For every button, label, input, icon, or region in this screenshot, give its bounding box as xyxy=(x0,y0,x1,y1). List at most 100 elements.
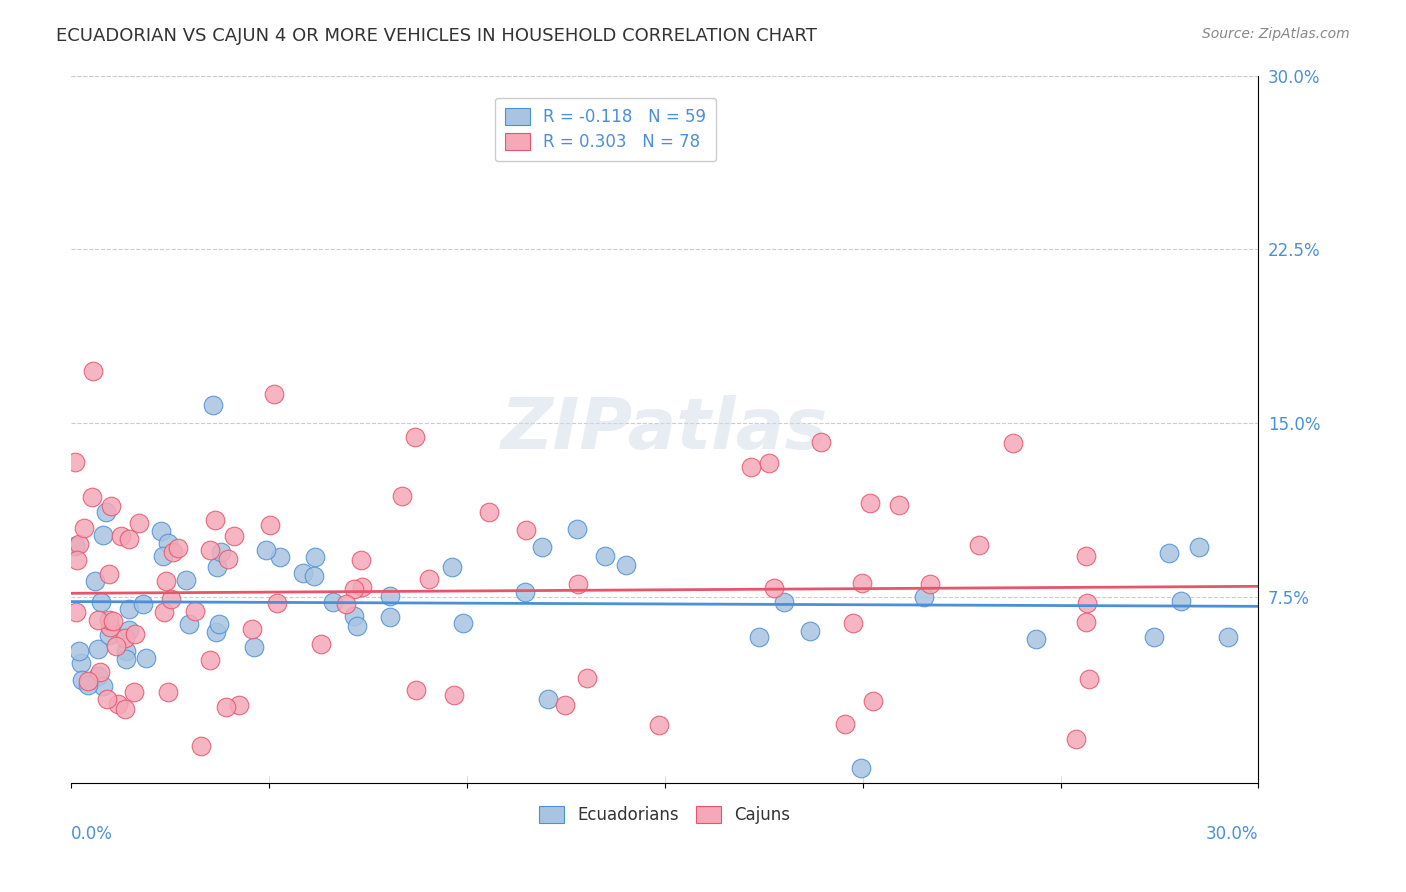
Point xyxy=(378,609,401,624)
Point xyxy=(156,685,179,699)
Point xyxy=(166,541,188,555)
Point xyxy=(84,574,107,588)
Point xyxy=(89,665,111,679)
Point xyxy=(254,543,277,558)
Point xyxy=(1218,630,1240,644)
Point xyxy=(914,590,936,604)
Point xyxy=(134,650,156,665)
Legend: Ecuadorians, Cajuns: Ecuadorians, Cajuns xyxy=(533,799,797,831)
Point xyxy=(302,569,325,583)
Point xyxy=(405,683,427,698)
Point xyxy=(537,692,560,706)
Point xyxy=(204,513,226,527)
Point xyxy=(772,595,794,609)
Point xyxy=(1074,549,1097,563)
Point xyxy=(73,521,96,535)
Point xyxy=(63,539,86,553)
Point xyxy=(66,552,89,566)
Point xyxy=(67,644,90,658)
Point xyxy=(217,552,239,566)
Point xyxy=(222,529,245,543)
Point xyxy=(451,615,474,630)
Point xyxy=(740,459,762,474)
Text: 0.0%: 0.0% xyxy=(72,824,112,843)
Point xyxy=(554,698,576,712)
Point xyxy=(87,642,110,657)
Point xyxy=(1076,596,1098,610)
Point xyxy=(202,398,225,412)
Point xyxy=(80,490,103,504)
Point xyxy=(101,615,124,629)
Point xyxy=(259,517,281,532)
Point xyxy=(215,700,238,714)
Text: ZIPatlas: ZIPatlas xyxy=(501,394,828,464)
Point xyxy=(200,653,222,667)
Point xyxy=(114,644,136,658)
Point xyxy=(228,698,250,713)
Point xyxy=(513,585,536,599)
Point xyxy=(1001,436,1024,450)
Point xyxy=(209,545,232,559)
Point xyxy=(530,540,553,554)
Text: Source: ZipAtlas.com: Source: ZipAtlas.com xyxy=(1202,27,1350,41)
Point xyxy=(304,549,326,564)
Point xyxy=(404,430,426,444)
Point xyxy=(309,637,332,651)
Point xyxy=(63,455,86,469)
Point xyxy=(263,386,285,401)
Point xyxy=(155,574,177,589)
Point xyxy=(418,572,440,586)
Point xyxy=(799,624,821,638)
Point xyxy=(478,505,501,519)
Point xyxy=(198,542,221,557)
Point xyxy=(851,575,873,590)
Point xyxy=(87,669,110,683)
Point xyxy=(184,604,207,618)
Point xyxy=(748,630,770,644)
Point xyxy=(107,697,129,711)
Point xyxy=(153,605,176,619)
Point xyxy=(1187,540,1209,554)
Point xyxy=(118,623,141,637)
Point xyxy=(156,536,179,550)
Point xyxy=(82,364,104,378)
Point xyxy=(567,522,589,536)
Point xyxy=(105,639,128,653)
Point xyxy=(593,549,616,564)
Point xyxy=(76,678,98,692)
Point xyxy=(443,688,465,702)
Point xyxy=(96,692,118,706)
Point xyxy=(65,605,87,619)
Point xyxy=(292,566,315,581)
Point xyxy=(440,559,463,574)
Point xyxy=(205,560,228,574)
Point xyxy=(98,620,121,634)
Point xyxy=(1077,672,1099,686)
Point xyxy=(177,616,200,631)
Point xyxy=(96,505,118,519)
Point xyxy=(204,624,226,639)
Point xyxy=(77,673,100,688)
Point xyxy=(614,558,637,573)
Point xyxy=(98,627,121,641)
Point xyxy=(1074,615,1097,629)
Point xyxy=(1170,593,1192,607)
Point xyxy=(100,499,122,513)
Point xyxy=(128,516,150,531)
Point xyxy=(1157,546,1180,560)
Point xyxy=(118,532,141,546)
Point xyxy=(114,702,136,716)
Point xyxy=(190,739,212,753)
Text: ECUADORIAN VS CAJUN 4 OR MORE VEHICLES IN HOUSEHOLD CORRELATION CHART: ECUADORIAN VS CAJUN 4 OR MORE VEHICLES I… xyxy=(56,27,817,45)
Point xyxy=(378,590,401,604)
Point xyxy=(174,574,197,588)
Point xyxy=(208,616,231,631)
Point xyxy=(132,597,155,611)
Point xyxy=(810,434,832,449)
Point xyxy=(242,640,264,655)
Point xyxy=(91,679,114,693)
Point xyxy=(862,694,884,708)
Point xyxy=(269,550,291,565)
Point xyxy=(240,622,263,636)
Point xyxy=(391,489,413,503)
